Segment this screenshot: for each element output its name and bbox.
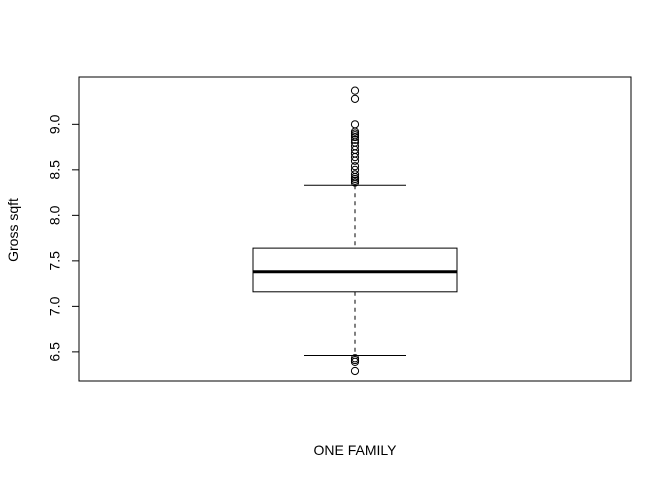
outlier-point bbox=[350, 135, 360, 144]
y-tick-label: 6.5 bbox=[47, 342, 63, 362]
outlier-point bbox=[350, 132, 360, 142]
outlier-point bbox=[350, 357, 360, 366]
outlier-point bbox=[350, 152, 360, 162]
y-tick-label: 7.5 bbox=[47, 251, 63, 271]
y-axis: 6.5 7.0 7.5 8.0 8.5 9.0 bbox=[47, 114, 80, 362]
outliers bbox=[350, 86, 360, 376]
iqr-box bbox=[252, 247, 458, 293]
y-tick-label: 9.0 bbox=[47, 114, 63, 134]
outlier-point bbox=[350, 120, 360, 129]
outlier-point bbox=[350, 366, 360, 376]
y-tick-label: 8.0 bbox=[47, 205, 63, 225]
y-tick-label: 7.0 bbox=[47, 296, 63, 316]
y-tick-label: 8.5 bbox=[47, 160, 63, 180]
outlier-point bbox=[350, 94, 360, 103]
y-axis-label: Gross sqft bbox=[5, 198, 21, 262]
outlier-point bbox=[350, 86, 360, 95]
x-axis-label: ONE FAMILY bbox=[314, 442, 398, 458]
outlier-point bbox=[350, 178, 360, 187]
outlier-point bbox=[350, 170, 360, 179]
outlier-point bbox=[350, 162, 360, 171]
box-group bbox=[252, 184, 458, 357]
outlier-point bbox=[350, 156, 360, 165]
